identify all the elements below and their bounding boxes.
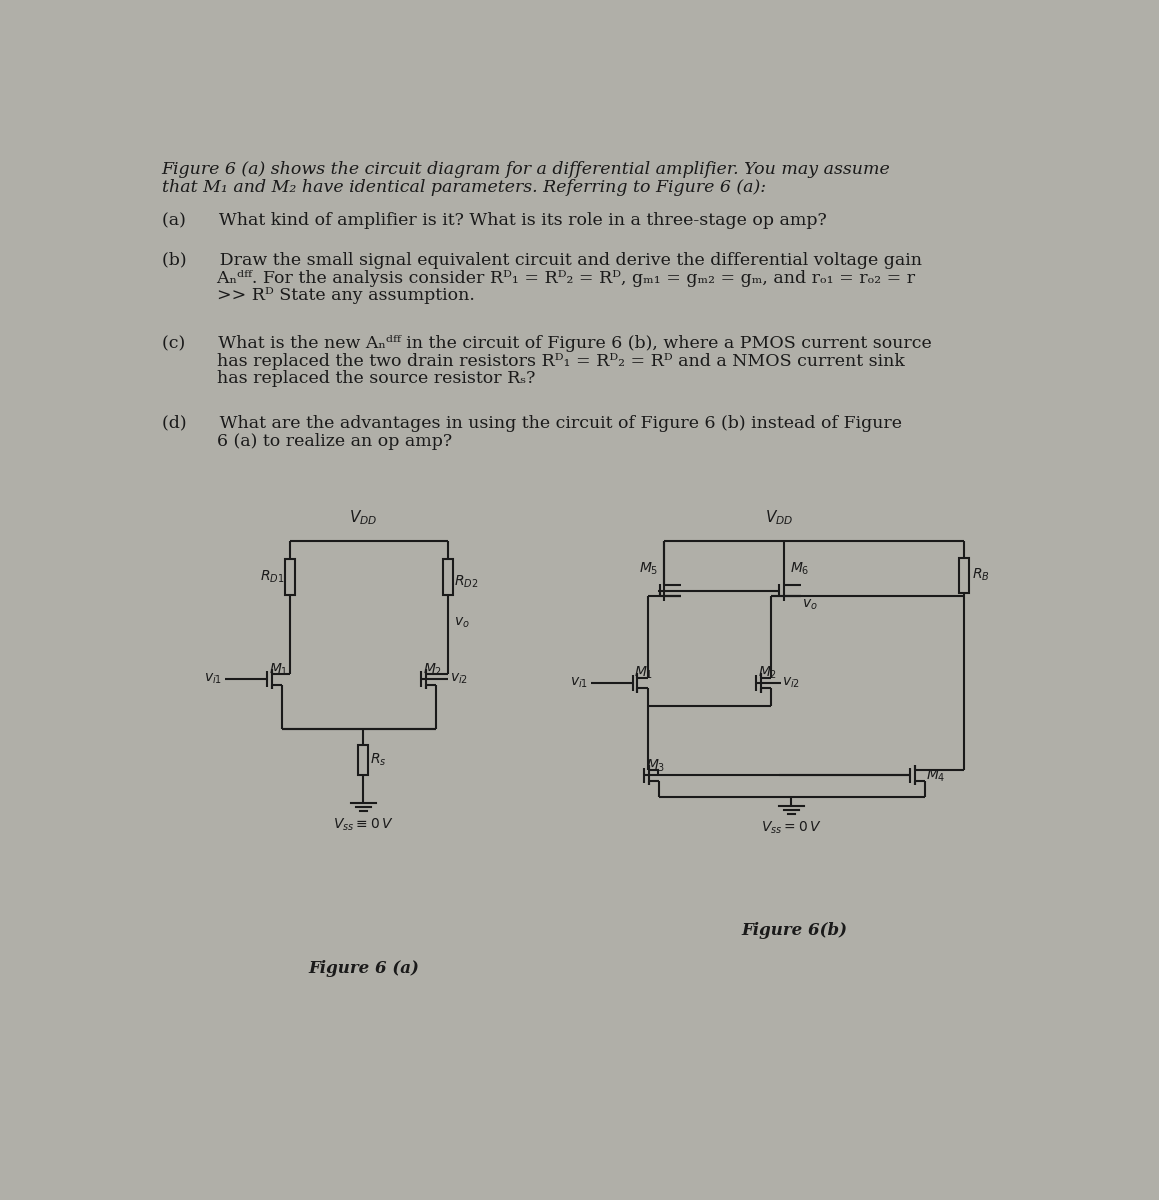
Text: >> Rᴰ State any assumption.: >> Rᴰ State any assumption. xyxy=(161,287,474,305)
Text: Figure 6 (a): Figure 6 (a) xyxy=(308,960,418,977)
Text: $R_s$: $R_s$ xyxy=(371,751,387,768)
Text: $V_{ss} \equiv 0\,V$: $V_{ss} \equiv 0\,V$ xyxy=(333,817,394,833)
Text: $M_5$: $M_5$ xyxy=(639,560,658,577)
Bar xyxy=(958,558,969,593)
Bar xyxy=(285,559,296,595)
Text: $R_{D2}$: $R_{D2}$ xyxy=(454,574,479,590)
Text: $v_{i2}$: $v_{i2}$ xyxy=(450,672,468,686)
Text: (b)      Draw the small signal equivalent circuit and derive the differential vo: (b) Draw the small signal equivalent cir… xyxy=(161,252,921,269)
Text: $M_2$: $M_2$ xyxy=(758,665,777,682)
Text: has replaced the source resistor Rₛ?: has replaced the source resistor Rₛ? xyxy=(161,371,535,388)
Text: Aₙᵈᶠᶠ. For the analysis consider Rᴰ₁ = Rᴰ₂ = Rᴰ, gₘ₁ = gₘ₂ = gₘ, and rₒ₁ = rₒ₂ =: Aₙᵈᶠᶠ. For the analysis consider Rᴰ₁ = R… xyxy=(161,270,914,287)
Bar xyxy=(443,559,453,595)
Text: (c)      What is the new Aₙᵈᶠᶠ in the circuit of Figure 6 (b), where a PMOS curr: (c) What is the new Aₙᵈᶠᶠ in the circuit… xyxy=(161,335,932,352)
Text: $V_{DD}$: $V_{DD}$ xyxy=(349,509,378,528)
Text: $v_o$: $v_o$ xyxy=(802,598,818,612)
Text: $R_B$: $R_B$ xyxy=(971,566,990,583)
Text: (a)      What kind of amplifier is it? What is its role in a three-stage op amp?: (a) What kind of amplifier is it? What i… xyxy=(161,211,826,229)
Text: $R_{D1}$: $R_{D1}$ xyxy=(260,569,284,586)
Text: $V_{DD}$: $V_{DD}$ xyxy=(765,509,793,528)
Text: (d)      What are the advantages in using the circuit of Figure 6 (b) instead of: (d) What are the advantages in using the… xyxy=(161,415,902,432)
Text: $V_{ss} = 0\,V$: $V_{ss} = 0\,V$ xyxy=(761,820,822,836)
Text: $M_4$: $M_4$ xyxy=(926,767,946,784)
Text: $v_o$: $v_o$ xyxy=(454,616,469,630)
Bar xyxy=(358,744,369,775)
Text: Figure 6(b): Figure 6(b) xyxy=(742,922,847,938)
Text: that M₁ and M₂ have identical parameters. Referring to Figure 6 (a):: that M₁ and M₂ have identical parameters… xyxy=(161,179,766,196)
Text: $v_{i1}$: $v_{i1}$ xyxy=(570,676,589,690)
Text: $M_6$: $M_6$ xyxy=(790,560,809,577)
Text: Figure 6 (a) shows the circuit diagram for a differential amplifier. You may ass: Figure 6 (a) shows the circuit diagram f… xyxy=(161,161,890,178)
Text: 6 (a) to realize an op amp?: 6 (a) to realize an op amp? xyxy=(161,433,452,450)
Text: $M_3$: $M_3$ xyxy=(646,757,665,774)
Text: $v_{i1}$: $v_{i1}$ xyxy=(204,672,223,686)
Text: $v_{i2}$: $v_{i2}$ xyxy=(782,676,801,690)
Text: $M_2$: $M_2$ xyxy=(423,661,442,678)
Text: $M_1$: $M_1$ xyxy=(634,665,654,682)
Text: $M_1$: $M_1$ xyxy=(269,661,287,678)
Text: has replaced the two drain resistors Rᴰ₁ = Rᴰ₂ = Rᴰ and a NMOS current sink: has replaced the two drain resistors Rᴰ₁… xyxy=(161,353,904,370)
